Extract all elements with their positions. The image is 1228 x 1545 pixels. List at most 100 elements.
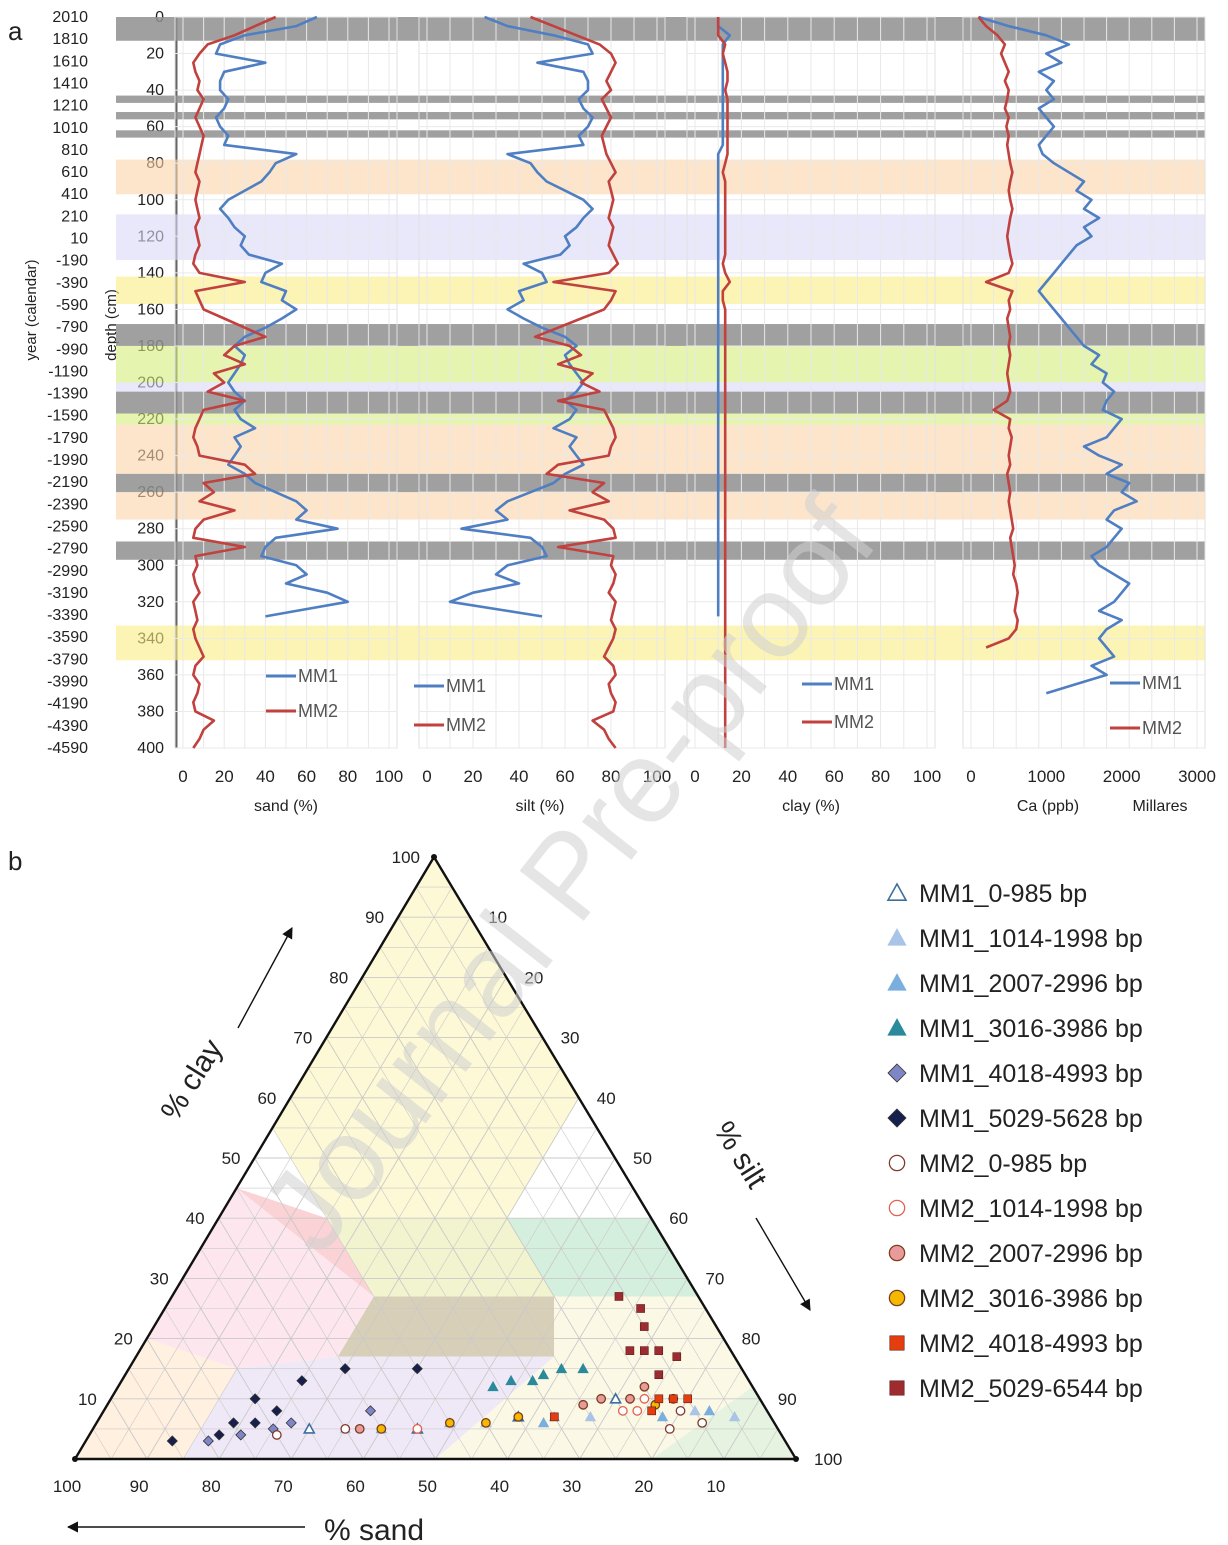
corner-point (72, 1456, 78, 1462)
texture-region (337, 1296, 555, 1357)
x-axis-label: Ca (ppb) (1017, 798, 1079, 815)
clay-tick-label: 70 (293, 1029, 312, 1048)
data-point (578, 1399, 589, 1410)
x-tick-label: 0 (178, 767, 187, 786)
clay-tick-label: 40 (186, 1209, 205, 1228)
grid-line (507, 1217, 652, 1460)
ternary-diagram: 100 90 80 70 60 50 40 30 20 10 10 20 30 40 50 60 70 80 90 1… (53, 848, 843, 1545)
grid-line (308, 1067, 544, 1460)
depth-tick-label: 20 (146, 46, 164, 63)
legend-label: MM2_2007-2996 bp (919, 1240, 1143, 1268)
grid-line (110, 1398, 148, 1460)
silt-tick-label: 40 (597, 1089, 616, 1108)
band-lavender (116, 382, 1205, 392)
band-yellow (116, 276, 1205, 304)
ternary-legend: MM1_0-985 bp MM1_1014-1998 bp MM1_2007-299… (886, 880, 1143, 1403)
depth-axis-label: depth (cm) (103, 289, 120, 361)
profile-panels: 0 20 40 60 80 100 sand (%) MM1 MM2 0 20 40 60 80 100 si… (174, 15, 1216, 815)
data-point (480, 1417, 491, 1428)
year-tick-labels: 2010 1810 1610 1410 1210 1010 810 610 410 210 10 -1… (47, 9, 88, 757)
data-point (672, 1352, 682, 1361)
x-tick-label: 80 (871, 767, 890, 786)
year-tick-label: 1610 (52, 53, 88, 70)
year-tick-label: -190 (56, 253, 88, 270)
data-point (376, 1424, 387, 1434)
data-point (656, 1411, 669, 1422)
depth-tick-label: 300 (137, 557, 164, 574)
year-tick-label: -3590 (47, 629, 88, 646)
year-tick-label: -3390 (47, 607, 88, 624)
data-point (625, 1393, 635, 1404)
legend-marker (888, 1289, 906, 1307)
grid-line (200, 1248, 328, 1460)
year-tick-label: 410 (61, 186, 88, 203)
grid-line (272, 1127, 472, 1460)
grid-line (687, 1368, 742, 1460)
x-tick-label: 20 (464, 767, 483, 786)
data-point (505, 1374, 517, 1386)
band-gray (116, 130, 1205, 138)
legend-label: MM2 (298, 701, 338, 721)
grid-line (379, 947, 689, 1460)
profile-panel: 0 1000 2000 3000 Ca (ppb) Millares MM1 MM2 (962, 15, 1216, 815)
silt-tick-label: 60 (669, 1209, 688, 1228)
profile-panel: 0 20 40 60 80 100 sand (%) MM1 MM2 (174, 15, 403, 815)
silt-tick-label: 80 (742, 1330, 761, 1349)
data-point (444, 1417, 455, 1428)
band-green (116, 345, 1205, 383)
band-yellow (116, 625, 1205, 661)
series-line-mm2 (716, 17, 732, 748)
series-line-mm2 (977, 16, 1020, 649)
texture-region (326, 1218, 555, 1297)
grid-line (343, 1007, 617, 1460)
data-point (639, 1393, 650, 1404)
year-tick-label: -1390 (47, 386, 88, 403)
x-tick-label: 1000 (1027, 767, 1065, 786)
silt-tick-label: 20 (524, 968, 543, 987)
x-tick-label: 40 (510, 767, 529, 786)
data-point (235, 1429, 247, 1441)
x-tick-label: 80 (602, 767, 621, 786)
x-tick-label: 100 (643, 767, 671, 786)
stratigraphy-bands (116, 17, 1205, 661)
legend-marker (887, 1018, 907, 1036)
grid-line (415, 886, 761, 1460)
data-point (609, 1392, 622, 1404)
data-point (647, 1406, 656, 1416)
year-axis-label: year (calendar) (23, 260, 40, 361)
data-point (675, 1405, 686, 1416)
band-orange (116, 159, 1205, 195)
legend-marker (887, 928, 907, 946)
silt-tick-label: 70 (705, 1269, 724, 1288)
x-tick-label: 0 (422, 767, 431, 786)
grid-line (110, 886, 453, 1460)
year-tick-label: -3990 (47, 674, 88, 691)
sand-tick-label: 30 (562, 1477, 581, 1496)
data-point (654, 1370, 664, 1380)
sand-tick-label: 100 (53, 1477, 81, 1496)
band-gray (116, 473, 1205, 493)
sand-tick-label: 40 (490, 1477, 509, 1496)
texture-region (651, 1386, 796, 1459)
data-point (202, 1435, 214, 1447)
year-tick-label: -790 (56, 319, 88, 336)
x-tick-label: 80 (338, 767, 357, 786)
x-tick-label: 60 (297, 767, 316, 786)
data-point (302, 1422, 316, 1434)
year-tick-label: -1790 (47, 430, 88, 447)
year-tick-label: -3190 (47, 585, 88, 602)
data-point (271, 1405, 283, 1417)
year-tick-label: -390 (56, 275, 88, 292)
band-gray (116, 391, 1205, 414)
legend-label: MM2_0-985 bp (919, 1150, 1087, 1178)
year-tick-label: 1410 (52, 75, 88, 92)
data-point (412, 1424, 423, 1434)
grid-line (92, 1428, 112, 1460)
year-tick-label: -3790 (47, 651, 88, 668)
legend-marker (886, 882, 908, 902)
x-axis-label-suffix: Millares (1132, 798, 1187, 815)
legend-label: MM1 (1142, 673, 1182, 693)
grid-line (399, 1127, 598, 1460)
data-point (364, 1405, 377, 1417)
year-tick-label: -2790 (47, 541, 88, 558)
